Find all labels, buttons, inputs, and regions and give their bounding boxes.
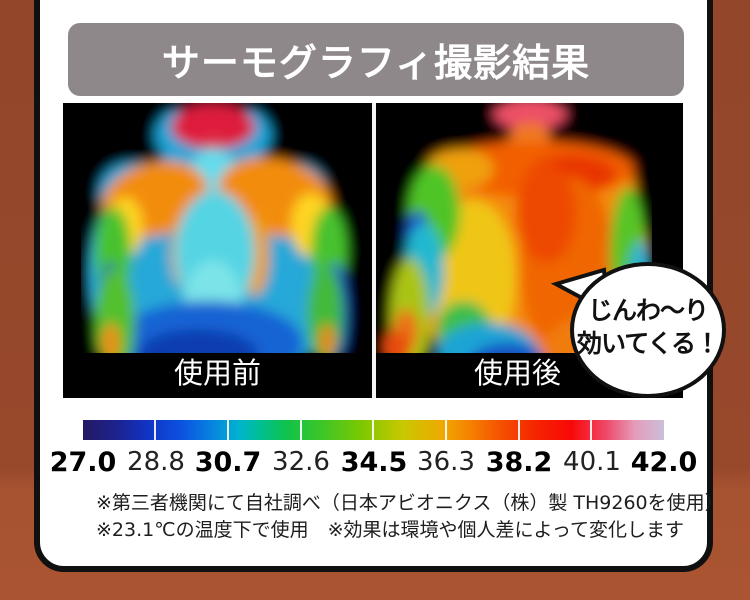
after-label: 使用後: [473, 356, 561, 390]
scale-tick: [227, 420, 229, 440]
thermal-panel-after: 使用後: [376, 103, 683, 398]
before-label: 使用前: [173, 356, 261, 390]
scale-label: 27.0: [49, 447, 117, 478]
thermal-comparison: 使用前: [63, 103, 683, 398]
scale-tick: [154, 420, 156, 440]
footnote-line2: ※23.1℃の温度下で使用 ※効果は環境や個人差によって変化します: [96, 519, 684, 541]
scale-label: 40.1: [563, 447, 621, 477]
panel-divider: [372, 103, 376, 398]
footnotes: ※第三者機関にて自社調べ（日本アビオニクス（株）製 TH9260を使用） ※23…: [96, 490, 724, 544]
scale-label: 28.8: [127, 447, 185, 477]
thermal-panel-before: 使用前: [63, 103, 372, 398]
scale-label: 36.3: [417, 447, 475, 477]
scale-label: 38.2: [485, 447, 553, 478]
page-title: サーモグラフィ撮影結果: [161, 41, 591, 85]
scale-tick: [300, 420, 302, 440]
bubble-text-line2: 効いてくる！: [576, 329, 720, 358]
thermal-image-before: [63, 103, 372, 398]
scale-tick: [590, 420, 592, 440]
scale-label: 42.0: [630, 447, 698, 478]
header-banner: サーモグラフィ撮影結果: [68, 23, 684, 96]
temperature-scale-bar: [83, 420, 664, 440]
scale-label: 30.7: [194, 447, 262, 478]
scale-tick: [372, 420, 374, 440]
scale-tick: [445, 420, 447, 440]
scale-label: 32.6: [272, 447, 330, 477]
footnote-line1: ※第三者機関にて自社調べ（日本アビオニクス（株）製 TH9260を使用）: [96, 492, 724, 514]
temperature-scale-labels: 27.0 28.8 30.7 32.6 34.5 36.3 38.2 40.1 …: [0, 447, 750, 478]
bubble-text-line1: じんわ〜り: [587, 296, 709, 325]
scale-label: 34.5: [340, 447, 408, 478]
scale-tick: [518, 420, 520, 440]
speech-bubble: じんわ〜り 効いてくる！: [570, 262, 726, 398]
